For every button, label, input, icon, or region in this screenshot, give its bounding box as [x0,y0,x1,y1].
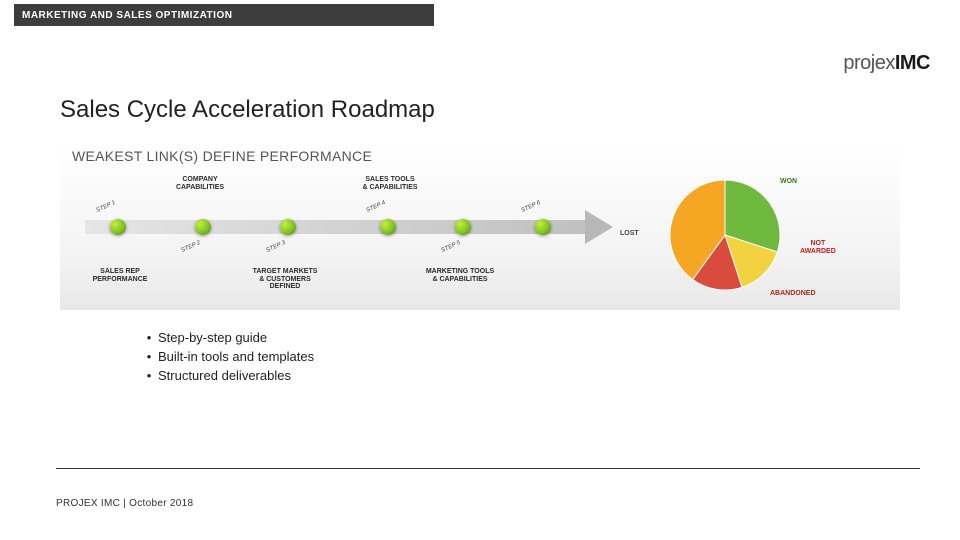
logo: projexIMC [843,52,930,75]
arrow-body [85,220,585,234]
diagram-bottom-label: SALES REPPERFORMANCE [80,268,160,283]
list-item: •Structured deliverables [140,368,314,383]
step-label: STEP 2 [180,240,201,254]
step-dot [195,219,211,235]
pie-slice-label: LOST [620,230,639,238]
step-label: STEP 4 [365,200,386,214]
list-item: •Built-in tools and templates [140,349,314,364]
bullet-text: Structured deliverables [158,368,291,383]
step-dot [455,219,471,235]
diagram-bottom-label: MARKETING TOOLS& CAPABILITIES [420,268,500,283]
page-title: Sales Cycle Acceleration Roadmap [60,96,435,124]
divider [56,468,920,469]
step-label: STEP 1 [95,200,116,214]
step-dot [280,219,296,235]
list-item: •Step-by-step guide [140,330,314,345]
header-label: MARKETING AND SALES OPTIMIZATION [22,10,232,21]
diagram-heading: WEAKEST LINK(S) DEFINE PERFORMANCE [72,148,372,164]
pie-slice-label: NOTAWARDED [800,240,836,255]
step-dot [535,219,551,235]
footer-text: PROJEX IMC | October 2018 [56,498,193,509]
diagram-top-label: COMPANYCAPABILITIES [160,176,240,191]
bullet-text: Step-by-step guide [158,330,267,345]
bullet-text: Built-in tools and templates [158,349,314,364]
step-dot [380,219,396,235]
logo-part1: projex [843,52,894,74]
step-dot [110,219,126,235]
pie-slice-label: ABANDONED [770,290,816,298]
header-bar: MARKETING AND SALES OPTIMIZATION [14,4,434,26]
step-label: STEP 6 [520,200,541,214]
diagram-bottom-label: TARGET MARKETS& CUSTOMERS DEFINED [245,268,325,291]
logo-part2: IMC [895,52,930,74]
bullet-list: •Step-by-step guide •Built-in tools and … [140,330,314,387]
diagram-top-label: SALES TOOLS& CAPABILITIES [350,176,430,191]
roadmap-diagram: WEAKEST LINK(S) DEFINE PERFORMANCE COMPA… [60,140,900,310]
step-label: STEP 5 [440,240,461,254]
step-label: STEP 3 [265,240,286,254]
arrow-head-icon [585,210,613,244]
pie-slice-label: WON [780,178,797,186]
pie-chart: WONNOTAWARDEDABANDONEDLOST [660,170,890,300]
